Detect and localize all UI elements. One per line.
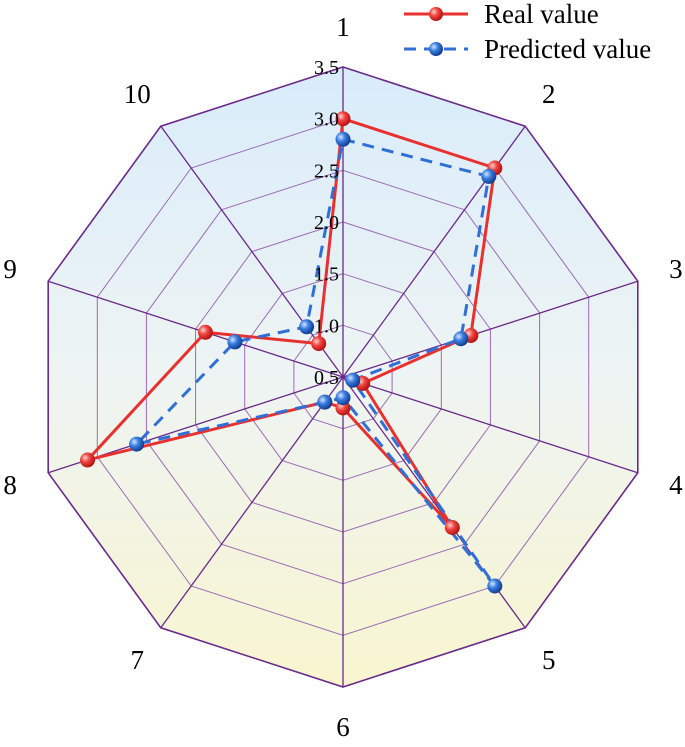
axis-labels: 1 2 3 4 5 6 7 8 9 10 <box>3 12 683 742</box>
tick-label: 2.5 <box>314 160 339 182</box>
category-label: 1 <box>336 12 350 42</box>
grid-spoke <box>160 376 344 629</box>
radius-tick-labels: 0.5 1.0 1.5 2.0 2.5 3.0 3.5 <box>314 57 339 389</box>
legend-item-predicted: Predicted value <box>404 34 651 64</box>
tick-label: 1.5 <box>314 264 339 286</box>
data-point <box>80 452 95 468</box>
tick-label: 3.5 <box>314 57 339 79</box>
data-point <box>335 111 351 127</box>
grid-spoke <box>342 280 639 378</box>
category-label: 10 <box>124 79 151 109</box>
data-point <box>335 390 351 406</box>
legend-label-real: Real value <box>484 0 599 29</box>
category-label: 4 <box>669 470 683 500</box>
data-point <box>453 331 469 347</box>
radar-series <box>80 111 503 594</box>
tick-label: 2.0 <box>314 212 339 234</box>
legend: Real value Predicted value <box>404 0 651 64</box>
data-point <box>481 168 497 184</box>
tick-label: 0.5 <box>314 367 339 389</box>
grid-spoke <box>342 376 639 474</box>
category-label: 6 <box>336 712 350 742</box>
legend-label-predicted: Predicted value <box>484 34 651 64</box>
category-label: 7 <box>131 645 145 675</box>
data-point <box>299 319 315 335</box>
legend-item-real: Real value <box>404 0 599 29</box>
data-point <box>129 436 145 452</box>
category-label: 8 <box>3 470 17 500</box>
tick-label: 1.0 <box>314 315 339 337</box>
data-point <box>345 372 361 388</box>
data-point <box>311 336 327 352</box>
legend-marker-real <box>429 7 443 21</box>
data-point <box>487 578 503 594</box>
legend-marker-predicted <box>429 42 443 56</box>
category-label: 3 <box>669 254 683 284</box>
category-label: 5 <box>542 645 556 675</box>
data-point <box>444 520 460 535</box>
category-label: 9 <box>3 254 17 284</box>
data-point <box>317 394 333 410</box>
data-point <box>335 131 351 147</box>
tick-label: 3.0 <box>314 109 339 131</box>
data-point <box>197 324 213 340</box>
data-point <box>335 400 351 416</box>
grid-spoke <box>160 125 344 378</box>
grid-spoke <box>47 280 344 378</box>
category-label: 2 <box>542 79 556 109</box>
data-point <box>227 334 243 350</box>
